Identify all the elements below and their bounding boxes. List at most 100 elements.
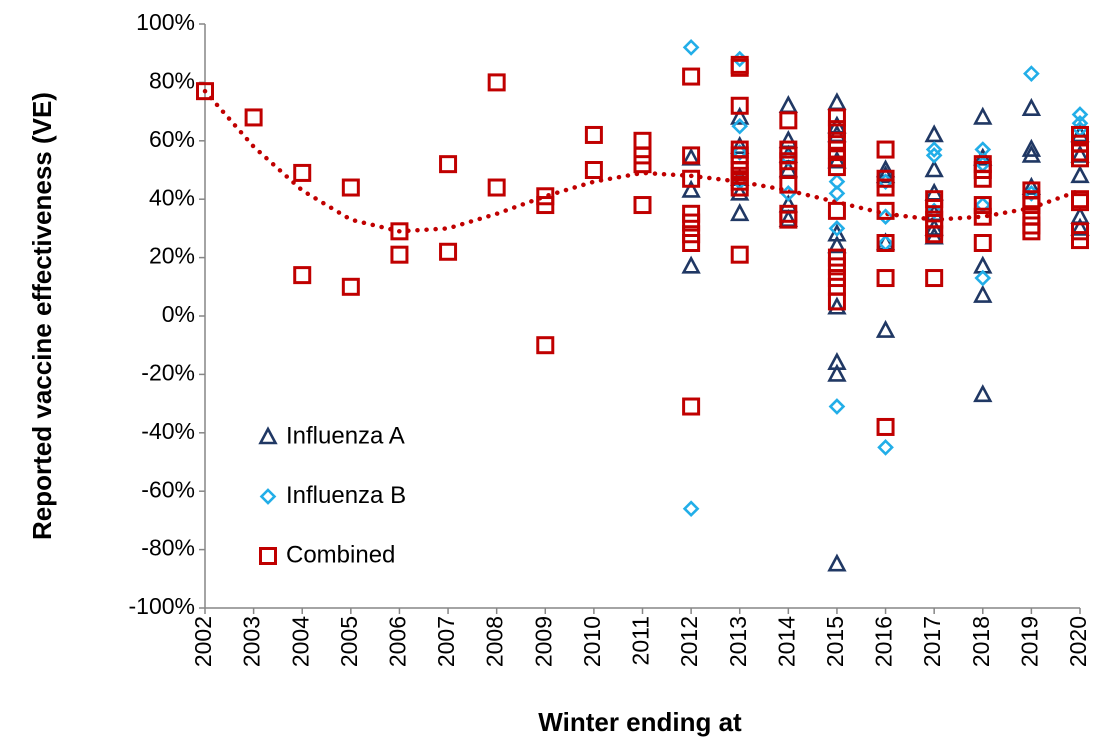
point — [973, 284, 993, 303]
point — [876, 178, 895, 197]
point — [827, 235, 847, 254]
point — [731, 117, 749, 135]
point — [1071, 106, 1089, 123]
point — [1021, 176, 1042, 195]
point — [682, 169, 701, 188]
point — [827, 108, 846, 127]
point — [877, 439, 894, 456]
x-tick-label: 2012 — [676, 616, 702, 667]
point — [487, 73, 506, 92]
point — [973, 169, 992, 188]
point — [1070, 217, 1090, 236]
x-tick-label: 2018 — [968, 616, 994, 667]
x-tick-label: 2003 — [239, 616, 265, 667]
x-tick-label: 2014 — [773, 616, 799, 667]
y-tick-label: -100% — [129, 593, 195, 619]
point — [828, 220, 846, 237]
point — [1071, 114, 1089, 132]
point — [827, 158, 846, 177]
point — [875, 319, 896, 338]
point — [778, 95, 799, 114]
point — [730, 106, 750, 125]
y-tick-label: 100% — [136, 9, 195, 35]
x-tick-label: 2016 — [871, 616, 897, 667]
x-tick-label: 2004 — [287, 616, 313, 667]
point — [1022, 196, 1041, 215]
x-tick-label: 2008 — [482, 616, 508, 667]
point — [730, 182, 750, 201]
trendline — [202, 88, 1083, 234]
point — [925, 141, 943, 158]
point — [731, 144, 749, 161]
point — [827, 292, 846, 311]
legend-label: Combined — [286, 541, 395, 568]
y-tick-label: 80% — [149, 67, 195, 93]
y-axis-title: Reported vaccine effectiveness (VE) — [27, 92, 57, 540]
x-tick-label: 2015 — [822, 616, 848, 667]
point — [1021, 138, 1042, 157]
point — [827, 201, 846, 220]
x-tick-label: 2010 — [579, 616, 605, 667]
legend-label: Influenza A — [286, 422, 405, 449]
point — [682, 146, 701, 165]
point — [924, 159, 944, 178]
point — [973, 234, 992, 252]
x-tick-label: 2007 — [433, 616, 459, 667]
point — [1023, 65, 1040, 82]
x-tick-label: 2013 — [725, 616, 751, 667]
y-tick-label: 60% — [149, 126, 195, 152]
point — [925, 147, 943, 164]
legend-marker — [259, 547, 277, 565]
point — [925, 202, 943, 220]
point — [1022, 222, 1041, 241]
point — [730, 96, 749, 115]
point — [682, 39, 700, 56]
x-tick-label: 2006 — [385, 616, 411, 667]
point — [827, 363, 847, 382]
point — [390, 245, 409, 264]
point — [877, 208, 894, 226]
point — [390, 222, 409, 241]
x-tick-label: 2019 — [1016, 616, 1042, 667]
point — [876, 269, 895, 288]
legend-marker — [259, 488, 277, 505]
point — [779, 111, 798, 130]
point — [584, 125, 603, 144]
point — [828, 398, 846, 415]
point — [925, 269, 944, 288]
point — [536, 336, 555, 355]
point — [779, 175, 798, 194]
point — [875, 165, 896, 184]
y-tick-label: -20% — [141, 359, 195, 385]
legend-marker — [258, 426, 278, 445]
y-tick-label: 0% — [162, 301, 195, 327]
point — [730, 58, 749, 77]
point — [196, 82, 214, 101]
point — [973, 207, 992, 226]
point — [1021, 144, 1042, 163]
point — [1071, 149, 1089, 168]
point — [876, 234, 895, 252]
point — [827, 553, 847, 572]
x-tick-label: 2005 — [336, 616, 362, 667]
point — [341, 277, 360, 296]
y-tick-label: -80% — [141, 535, 195, 561]
point — [341, 178, 360, 197]
point — [682, 500, 700, 518]
point — [925, 225, 944, 244]
point — [681, 179, 701, 198]
point — [439, 155, 458, 174]
point — [293, 163, 312, 182]
point — [876, 201, 895, 220]
point — [633, 155, 652, 174]
point — [536, 196, 555, 215]
point — [682, 213, 701, 232]
point — [244, 108, 263, 127]
point — [293, 266, 312, 285]
x-axis-title: Winter ending at — [538, 707, 742, 737]
point — [876, 140, 895, 159]
point — [730, 178, 749, 197]
point — [973, 196, 992, 215]
